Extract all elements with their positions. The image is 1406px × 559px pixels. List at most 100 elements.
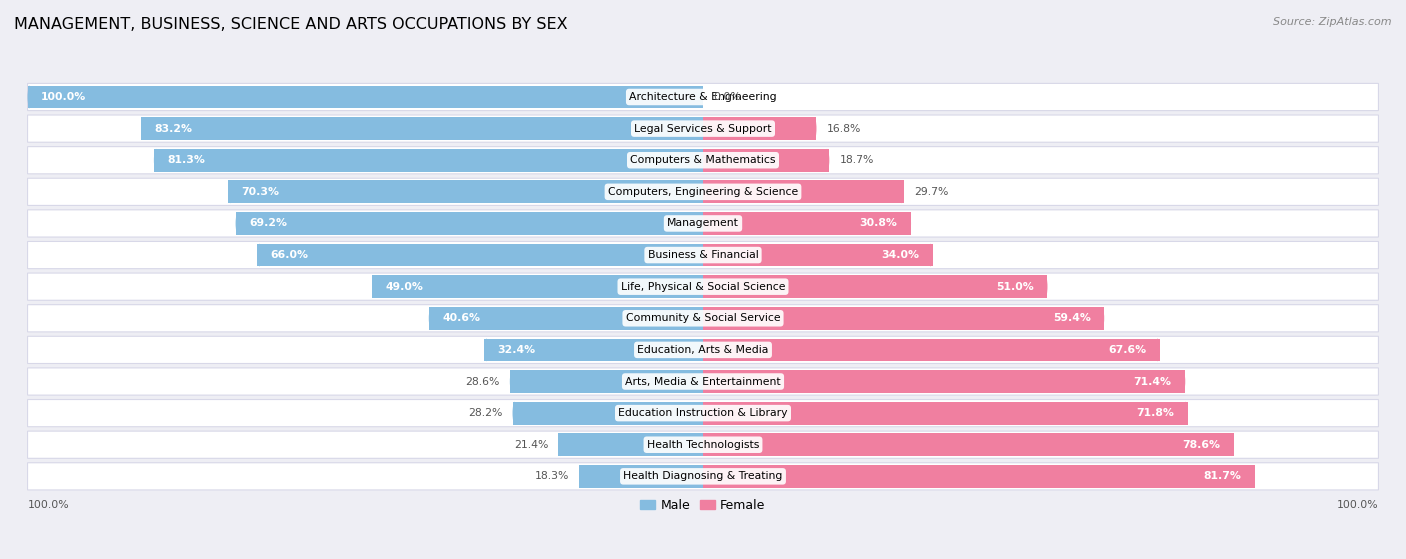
Bar [703, 370, 1182, 393]
Bar [579, 465, 582, 487]
Wedge shape [1253, 465, 1254, 487]
Wedge shape [484, 339, 486, 361]
Bar [141, 117, 143, 140]
Bar [260, 244, 703, 267]
Bar [1375, 400, 1378, 427]
Wedge shape [429, 307, 432, 330]
Bar [30, 86, 703, 108]
Bar [31, 273, 1375, 300]
Wedge shape [28, 115, 31, 142]
Bar [156, 149, 703, 172]
Bar [238, 212, 703, 235]
Bar [28, 115, 31, 142]
Wedge shape [1375, 241, 1378, 269]
Bar [31, 178, 1375, 205]
Text: 28.2%: 28.2% [468, 408, 502, 418]
Wedge shape [257, 244, 260, 267]
Text: 78.6%: 78.6% [1182, 440, 1220, 450]
Text: Business & Financial: Business & Financial [648, 250, 758, 260]
Bar [1185, 402, 1188, 424]
Wedge shape [28, 146, 31, 174]
Wedge shape [1375, 337, 1378, 363]
Wedge shape [28, 86, 30, 108]
Bar [931, 244, 932, 267]
Bar [703, 465, 1253, 487]
Wedge shape [1375, 178, 1378, 205]
Wedge shape [28, 83, 31, 111]
Bar [28, 337, 31, 363]
Bar [1375, 305, 1378, 332]
Wedge shape [1375, 210, 1378, 237]
Text: Life, Physical & Social Science: Life, Physical & Social Science [621, 282, 785, 292]
Wedge shape [1185, 402, 1188, 424]
Text: 49.0%: 49.0% [385, 282, 423, 292]
Bar [28, 273, 31, 300]
Bar [703, 433, 1232, 456]
Wedge shape [28, 337, 31, 363]
Wedge shape [1045, 275, 1047, 298]
Bar [1045, 275, 1047, 298]
Wedge shape [1375, 368, 1378, 395]
Bar [31, 210, 1375, 237]
Bar [143, 117, 703, 140]
Text: 0.0%: 0.0% [713, 92, 741, 102]
Bar [257, 244, 260, 267]
Text: Architecture & Engineering: Architecture & Engineering [630, 92, 776, 102]
Bar [28, 368, 31, 395]
Text: 83.2%: 83.2% [155, 124, 193, 134]
Wedge shape [1102, 307, 1104, 330]
Wedge shape [1375, 115, 1378, 142]
Wedge shape [1375, 83, 1378, 111]
Bar [31, 241, 1375, 269]
Text: 18.7%: 18.7% [839, 155, 873, 165]
Bar [28, 241, 31, 269]
Bar [1375, 210, 1378, 237]
Legend: Male, Female: Male, Female [636, 494, 770, 517]
Wedge shape [513, 402, 515, 424]
Text: Legal Services & Support: Legal Services & Support [634, 124, 772, 134]
Bar [1375, 241, 1378, 269]
Text: 18.3%: 18.3% [534, 471, 569, 481]
Text: Computers, Engineering & Science: Computers, Engineering & Science [607, 187, 799, 197]
Text: 66.0%: 66.0% [271, 250, 309, 260]
Bar [28, 146, 31, 174]
Bar [1375, 337, 1378, 363]
Bar [236, 212, 238, 235]
Bar [1375, 463, 1378, 490]
Text: 51.0%: 51.0% [997, 282, 1033, 292]
Wedge shape [814, 117, 817, 140]
Bar [1375, 178, 1378, 205]
Bar [28, 431, 31, 458]
Bar [512, 370, 703, 393]
Wedge shape [28, 368, 31, 395]
Wedge shape [28, 400, 31, 427]
Bar [1375, 368, 1378, 395]
Bar [1182, 370, 1185, 393]
Bar [31, 463, 1375, 490]
Text: 59.4%: 59.4% [1053, 313, 1091, 323]
Wedge shape [28, 305, 31, 332]
Wedge shape [908, 212, 911, 235]
Wedge shape [28, 431, 31, 458]
Text: 81.7%: 81.7% [1204, 471, 1241, 481]
Wedge shape [28, 241, 31, 269]
Bar [561, 433, 703, 456]
Bar [28, 463, 31, 490]
Text: 29.7%: 29.7% [914, 187, 948, 197]
Text: Management: Management [666, 219, 740, 229]
Bar [429, 307, 432, 330]
Bar [31, 368, 1375, 395]
Text: 100.0%: 100.0% [41, 92, 86, 102]
Text: MANAGEMENT, BUSINESS, SCIENCE AND ARTS OCCUPATIONS BY SEX: MANAGEMENT, BUSINESS, SCIENCE AND ARTS O… [14, 17, 568, 32]
Text: 28.6%: 28.6% [465, 377, 499, 386]
Bar [1157, 339, 1160, 361]
Bar [231, 181, 703, 203]
Wedge shape [931, 244, 932, 267]
Text: Health Technologists: Health Technologists [647, 440, 759, 450]
Bar [28, 86, 30, 108]
Bar [1375, 431, 1378, 458]
Text: 30.8%: 30.8% [859, 219, 897, 229]
Wedge shape [1375, 400, 1378, 427]
Bar [1375, 273, 1378, 300]
Wedge shape [901, 181, 904, 203]
